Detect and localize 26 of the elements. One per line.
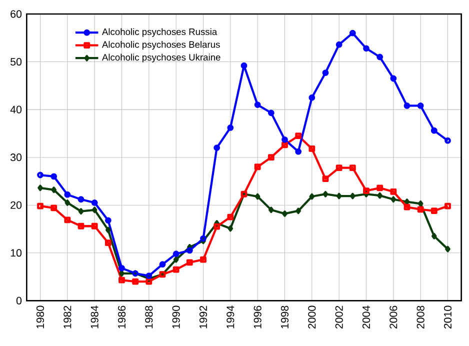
y-tick-label: 60 — [10, 10, 22, 18]
y-tick-label: 0 — [16, 296, 22, 304]
y-tick-label: 30 — [10, 154, 22, 162]
x-tick-label: 1984 — [90, 306, 98, 328]
y-tick-label: 20 — [10, 201, 22, 209]
x-tick-label: 1992 — [199, 306, 208, 328]
x-tick-label: 1980 — [36, 306, 44, 328]
x-tick-label: 1996 — [254, 306, 262, 328]
x-tick-label: 2010 — [444, 306, 452, 329]
legend-label: Alcoholic psychoses Ukraine — [102, 54, 220, 62]
x-tick-label: 1986 — [118, 306, 126, 328]
legend-label: Alcoholic psychoses Russia — [102, 28, 218, 37]
x-tick-label: 2006 — [390, 306, 398, 329]
x-tick-label: 2002 — [335, 306, 343, 329]
x-tick-label: 1988 — [145, 306, 153, 328]
y-tick-label: 50 — [10, 58, 22, 66]
x-tick-label: 1990 — [172, 306, 180, 328]
x-tick-label: 1998 — [280, 306, 289, 328]
x-tick-label: 1982 — [64, 306, 72, 328]
y-tick-label: 10 — [10, 249, 22, 257]
x-tick-label: 2008 — [416, 306, 424, 329]
x-tick-label: 2004 — [362, 306, 370, 329]
legend-label: Alcoholic psychoses Belarus — [102, 40, 220, 50]
x-tick-label: 2000 — [308, 306, 316, 329]
x-tick-label: 1994 — [226, 306, 234, 328]
y-tick-label: 40 — [10, 106, 22, 114]
